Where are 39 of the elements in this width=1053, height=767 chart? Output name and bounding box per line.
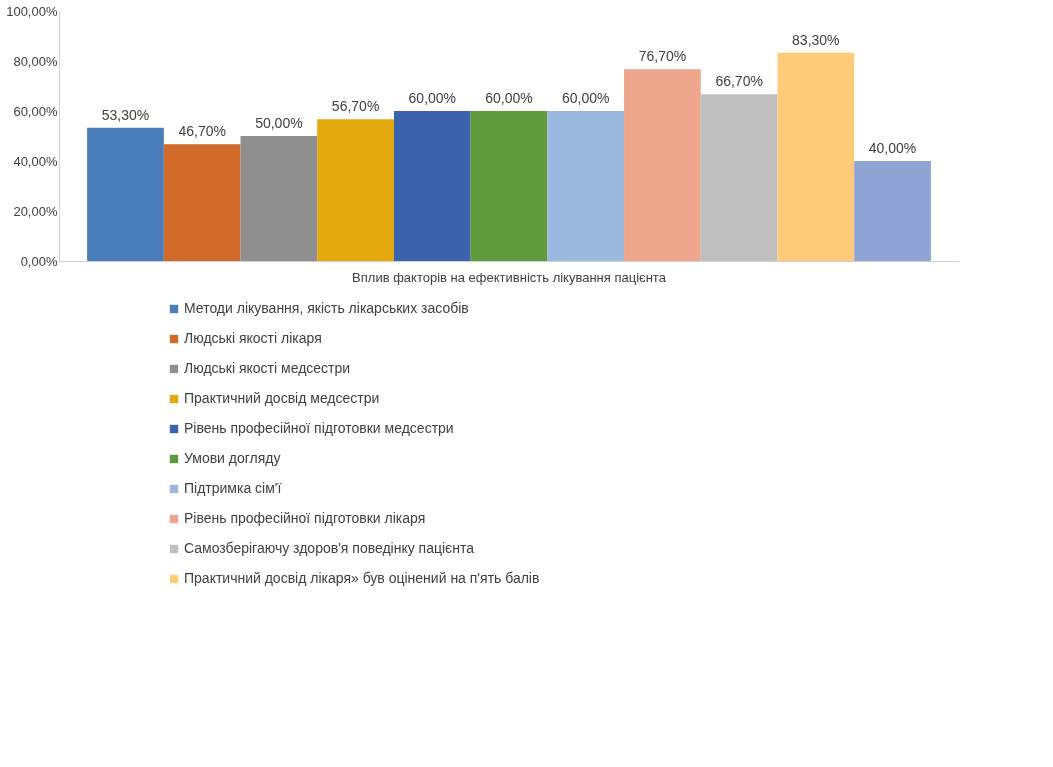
bar	[317, 119, 394, 261]
bar	[393, 111, 471, 261]
bar	[547, 111, 625, 261]
legend-label: Рівень професійної підготовки лікаря	[184, 510, 426, 526]
bar	[700, 94, 778, 261]
legend-label: Рівень професійної підготовки медсестри	[184, 420, 454, 436]
bar	[240, 136, 318, 261]
data-label: 60,00%	[561, 90, 610, 106]
y-tick-label: 0,00%	[20, 253, 58, 269]
data-label: 60,00%	[408, 90, 457, 106]
bar	[854, 161, 931, 261]
y-tick-label: 40,00%	[13, 153, 58, 169]
legend-label: Практичний досвід лікаря» був оцінений на п'ять балів	[184, 570, 540, 586]
data-label: 53,30%	[101, 106, 150, 123]
bar	[163, 144, 241, 261]
data-label: 56,70%	[331, 98, 380, 115]
legend-label: Підтримка сім'ї	[184, 480, 282, 496]
y-tick-label: 20,00%	[13, 203, 58, 219]
data-label: 60,00%	[485, 90, 533, 106]
data-label: 50,00%	[255, 115, 303, 131]
data-label: 40,00%	[868, 140, 917, 156]
data-label: 83,30%	[792, 31, 840, 48]
data-label: 76,70%	[638, 48, 687, 65]
legend-label: Умови догляду	[184, 450, 281, 466]
data-label: 46,70%	[178, 123, 226, 140]
y-tick-label: 100,00%	[6, 3, 58, 19]
legend-label: Практичний досвід медсестри	[184, 390, 380, 406]
bar	[624, 69, 701, 261]
bar	[470, 111, 548, 261]
bar	[777, 52, 855, 261]
legend-label: Людські якості медсестри	[184, 360, 351, 376]
x-tick-label: Вплив факторів на ефективність лікування пацієнта	[352, 269, 667, 285]
y-tick-label: 60,00%	[13, 103, 58, 119]
y-tick-label: 80,00%	[13, 53, 58, 69]
legend-label: Методи лікування, якість лікарських засобів	[184, 300, 469, 316]
bar	[87, 127, 164, 261]
legend-label: Людські якості лікаря	[184, 330, 322, 346]
data-label: 66,70%	[715, 73, 763, 90]
legend-label: Самозберігаючу здоров'я поведінку пацієнта	[184, 540, 475, 556]
